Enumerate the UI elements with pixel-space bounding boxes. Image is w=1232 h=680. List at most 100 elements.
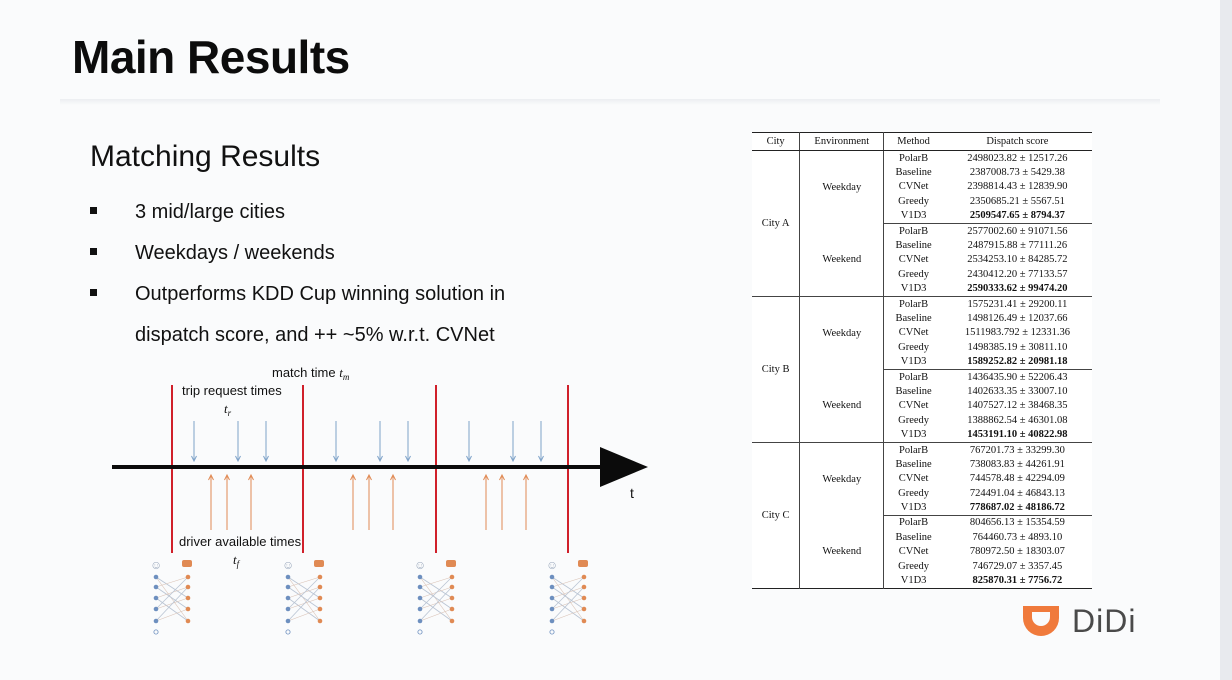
car-icon (578, 560, 588, 567)
score-cell: 2387008.73 ± 5429.38 (969, 167, 1065, 179)
method-cell: PolarB (883, 295, 943, 312)
score-cell: 2509547.65 ± 8794.37 (969, 210, 1065, 222)
bullet-text: Weekdays / weekends (135, 242, 335, 264)
bipartite-graph: ☺ (150, 558, 192, 635)
trip-request-arrowhead (510, 455, 516, 463)
method-cell: PolarB (883, 222, 943, 239)
table-row: Baseline 1498126.49 ± 12037.66 (752, 311, 1092, 325)
match-edge (551, 576, 585, 622)
method-cell: Greedy (898, 341, 930, 353)
environment-cell: Weekend (799, 515, 885, 589)
request-node (549, 574, 555, 580)
window-edge (1220, 0, 1232, 680)
matching-timeline-diagram: match time tm trip request times tr t dr… (112, 365, 648, 635)
match-edge (551, 586, 585, 610)
header-dispatch-score: Dispatch score (942, 132, 1092, 151)
score-cell: 767201.73 ± 33299.30 (942, 441, 1092, 458)
bipartite-graph: ☺ (282, 558, 324, 635)
driver-node (185, 618, 191, 624)
trip-request-arrowhead (405, 455, 411, 463)
method-cell: Baseline (895, 531, 932, 543)
score-cell: 1498126.49 ± 12037.66 (967, 312, 1068, 324)
method-cell: CVNet (898, 327, 929, 339)
match-edge (155, 586, 189, 622)
header-environment: Environment (799, 132, 885, 151)
method-cell: CVNet (898, 181, 929, 193)
request-node (417, 584, 423, 590)
table-row: Weekend PolarB 2577002.60 ± 91071.56 (752, 222, 1092, 297)
score-cell: 764460.73 ± 4893.10 (972, 531, 1063, 543)
score-cell: 780972.50 ± 18303.07 (969, 546, 1065, 558)
driver-node (449, 606, 455, 612)
table-row: V1D3 825870.31 ± 7756.72 (752, 573, 1092, 588)
trip-request-arrowhead (466, 455, 472, 463)
header-method: Method (883, 132, 943, 151)
driver-available-arrowhead (523, 473, 529, 481)
request-node (417, 618, 423, 624)
request-node (549, 595, 555, 601)
trip-request-arrows (191, 421, 544, 463)
driver-available-arrowhead (499, 473, 505, 481)
environment-cell: Weekend (799, 223, 885, 297)
didi-logo-icon (1023, 606, 1059, 636)
match-edge (287, 597, 321, 622)
trip-request-arrowhead (263, 455, 269, 463)
request-node (285, 606, 291, 612)
method-cell: CVNet (898, 473, 929, 485)
request-node (549, 606, 555, 612)
method-cell: Baseline (895, 458, 932, 470)
match-edge (287, 608, 321, 622)
method-cell: V1D3 (900, 575, 927, 587)
request-node (153, 629, 159, 635)
score-cell: 1511983.792 ± 12331.36 (964, 327, 1070, 339)
request-node (153, 584, 159, 590)
table-row: CVNet 2534253.10 ± 84285.72 (752, 253, 1092, 267)
bullet-list: 3 mid/large cities Weekdays / weekends O… (90, 192, 505, 356)
car-icon (446, 560, 456, 567)
match-edge (287, 576, 321, 622)
match-edge (155, 576, 189, 599)
city-cell: City B (752, 295, 801, 443)
driver-node (317, 584, 323, 590)
match-edge (155, 576, 189, 588)
request-node (285, 584, 291, 590)
driver-node (449, 618, 455, 624)
bipartite-graph: ☺ (414, 558, 456, 635)
didi-logo: DiDi (1018, 602, 1136, 640)
table-row: V1D3 1589252.82 ± 20981.18 (752, 354, 1092, 369)
method-cell: Greedy (898, 487, 930, 499)
table-row: City A Weekday PolarB 2498023.82 ± 12517.26 (752, 150, 1092, 297)
table-row: V1D3 1453191.10 ± 40822.98 (752, 427, 1092, 442)
driver-available-label: driver available times (179, 534, 302, 549)
driver-available-arrowhead (224, 473, 230, 481)
method-cell: Baseline (895, 240, 932, 252)
bullet-square-icon (90, 289, 97, 296)
match-edge (287, 576, 321, 599)
table-row: CVNet 780972.50 ± 18303.07 (752, 545, 1092, 559)
request-node (285, 629, 291, 635)
match-edge (287, 586, 321, 622)
car-icon (314, 560, 324, 567)
environment-cell: Weekday (799, 150, 885, 224)
score-cell: 2487915.88 ± 77111.26 (967, 240, 1068, 252)
method-cell: Baseline (895, 385, 932, 397)
method-cell: CVNet (898, 254, 929, 266)
method-cell: V1D3 (900, 356, 927, 368)
method-cell: Greedy (898, 414, 930, 426)
driver-node (581, 606, 587, 612)
method-cell: Greedy (898, 195, 930, 207)
request-node (153, 595, 159, 601)
request-node (153, 606, 159, 612)
table-header-row: City Environment Method Dispatch score (752, 132, 1092, 151)
method-cell: V1D3 (900, 429, 927, 441)
request-node (549, 629, 555, 635)
section-subtitle: Matching Results (90, 140, 321, 173)
driver-node (185, 606, 191, 612)
method-cell: Baseline (895, 167, 932, 179)
time-axis-label: t (630, 485, 634, 501)
score-cell: 825870.31 ± 7756.72 (972, 575, 1063, 587)
request-node (153, 618, 159, 624)
driver-node (581, 618, 587, 624)
request-node (417, 574, 423, 580)
method-cell: V1D3 (900, 502, 927, 514)
